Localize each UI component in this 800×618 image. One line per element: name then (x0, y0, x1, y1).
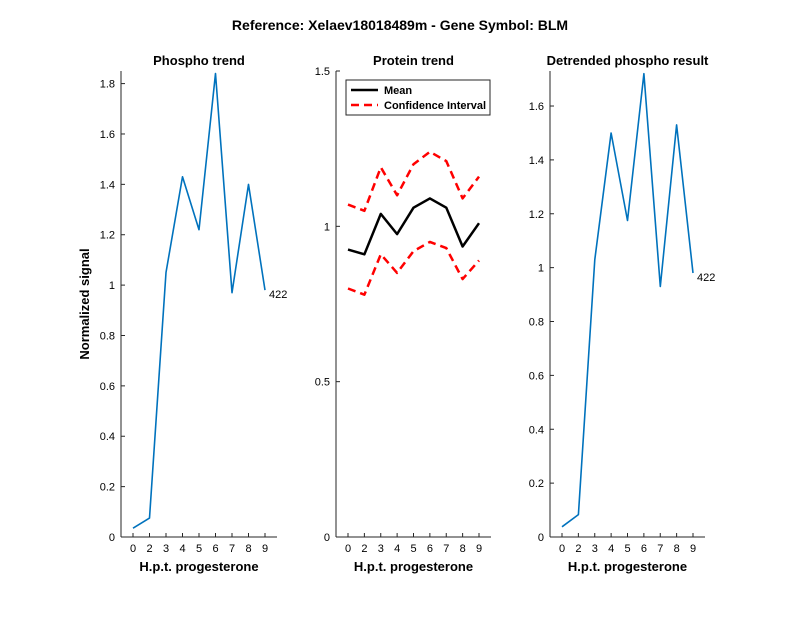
y-tick-label: 1 (324, 221, 330, 233)
x-tick-label: 6 (212, 543, 218, 555)
ci-lower-line (347, 240, 480, 296)
x-tick-label: 4 (394, 543, 400, 555)
x-tick-label: 3 (163, 543, 169, 555)
y-tick-label: 1 (109, 280, 115, 292)
x-tick-label: 2 (361, 543, 367, 555)
x-tick-label: 2 (146, 543, 152, 555)
x-tick-label: 6 (427, 543, 433, 555)
x-tick-label: 0 (130, 543, 136, 555)
x-tick-label: 3 (378, 543, 384, 555)
panel-3: Detrended phospho result 0 0.2 0.4 0.6 0.8 1 1.… (529, 53, 716, 574)
y-tick-label: 1.5 (315, 66, 330, 78)
y-tick-label: 0.4 (100, 431, 115, 443)
panel-title: Detrended phospho result (547, 53, 709, 68)
y-axis-label: Normalized signal (77, 248, 92, 359)
x-tick-label: 9 (690, 543, 696, 555)
x-tick-label: 6 (641, 543, 647, 555)
y-tick-label: 0 (538, 532, 544, 544)
x-tick-label: 8 (460, 543, 466, 555)
x-tick-label: 8 (674, 543, 680, 555)
y-tick-label: 1.8 (100, 79, 115, 91)
y-tick-label: 0.8 (529, 317, 544, 329)
x-tick-label: 5 (196, 543, 202, 555)
end-data-label: 422 (269, 289, 287, 301)
end-data-label: 422 (697, 272, 715, 284)
x-tick-label: 5 (624, 543, 630, 555)
y-tick-label: 0 (324, 532, 330, 544)
y-tick-label: 0.4 (529, 424, 544, 436)
x-axis-label: H.p.t. progesterone (139, 559, 258, 574)
x-tick-label: 7 (657, 543, 663, 555)
x-tick-label: 2 (575, 543, 581, 555)
panel-title: Protein trend (373, 53, 454, 68)
legend-box (345, 79, 491, 116)
y-tick-label: 1.4 (100, 179, 115, 191)
y-tick-label: 0.6 (529, 370, 544, 382)
x-tick-label: 7 (443, 543, 449, 555)
x-tick-label: 0 (345, 543, 351, 555)
x-tick-label: 4 (608, 543, 614, 555)
figure-suptitle: Reference: Xelaev18018489m - Gene Symbol… (232, 17, 568, 33)
x-axis-label: H.p.t. progesterone (354, 559, 473, 574)
x-tick-label: 5 (410, 543, 416, 555)
x-axis-label: H.p.t. progesterone (568, 559, 687, 574)
y-tick-label: 1 (538, 263, 544, 275)
y-tick-label: 0 (109, 532, 115, 544)
y-tick-label: 1.2 (100, 230, 115, 242)
y-tick-label: 0.5 (315, 377, 330, 389)
y-tick-label: 1.6 (529, 101, 544, 113)
x-tick-label: 4 (179, 543, 185, 555)
y-tick-label: 0.6 (100, 381, 115, 393)
legend-label: Mean (384, 85, 412, 97)
y-tick-label: 0.2 (100, 482, 115, 494)
y-tick-label: 0.2 (529, 478, 544, 490)
y-tick-label: 1.2 (529, 209, 544, 221)
x-tick-label: 9 (262, 543, 268, 555)
legend-label: Confidence Interval (384, 100, 486, 112)
y-tick-label: 0.8 (100, 330, 115, 342)
y-tick-label: 1.4 (529, 155, 544, 167)
panel-1: Phospho trend 0 0.2 0.4 0.6 0.8 1 1.2 1.4 1.6 1.8 0… (77, 53, 287, 574)
panel-title: Phospho trend (153, 53, 245, 68)
y-tick-label: 1.6 (100, 129, 115, 141)
x-tick-label: 0 (559, 543, 565, 555)
x-tick-label: 7 (229, 543, 235, 555)
x-tick-label: 3 (592, 543, 598, 555)
x-tick-label: 9 (476, 543, 482, 555)
x-tick-label: 8 (245, 543, 251, 555)
